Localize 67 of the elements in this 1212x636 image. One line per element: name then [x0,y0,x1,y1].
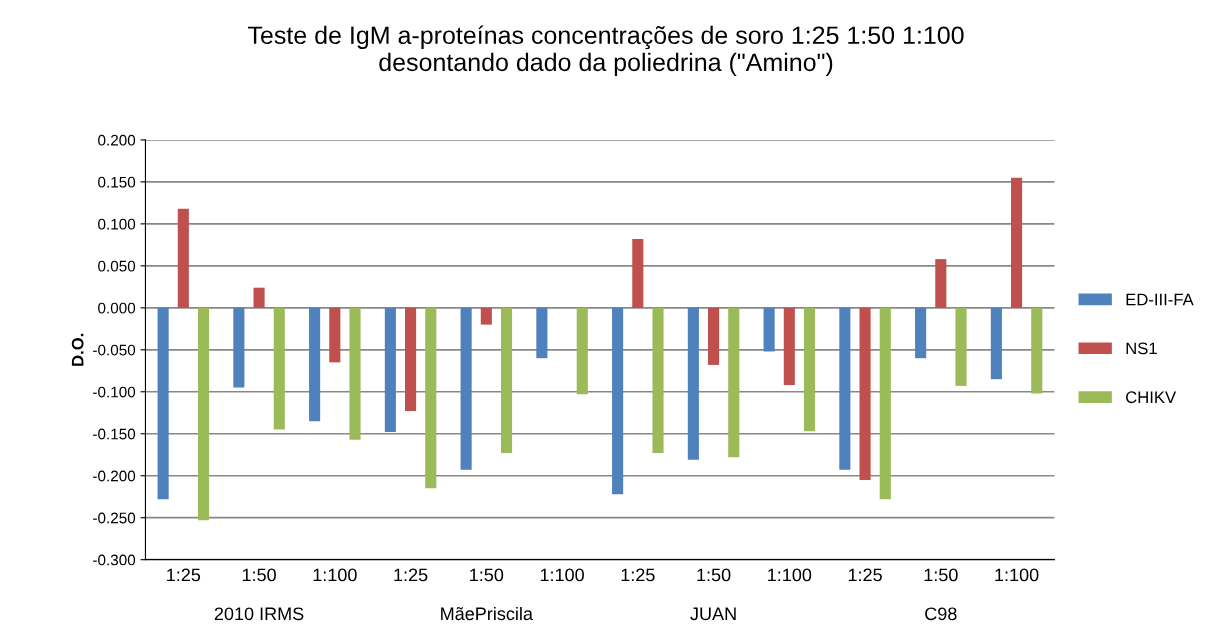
bar [329,307,341,363]
bar [915,307,927,359]
y-tick-label: 0.050 [98,260,136,272]
y-tick-label: -0.100 [93,386,136,398]
text: MãePriscila [441,606,533,621]
bar [576,307,588,395]
x-tick-label: 1:25 [848,568,882,582]
bar [480,307,492,325]
y-tick-label: -0.300 [93,554,136,566]
legend-label: ED-III-FA [1126,293,1194,306]
bar [405,307,417,412]
bar [233,307,245,388]
bar [536,307,548,359]
x-tick-label: 1:100 [540,568,584,582]
bar [273,307,285,430]
y-tick-label: -0.150 [93,428,136,440]
bar [253,287,265,308]
bar [309,307,321,422]
bar [990,307,1002,380]
x-tick-label: 1:25 [167,568,201,582]
bar [687,307,699,460]
bar [859,307,871,480]
x-tick-label: 1:100 [313,568,357,582]
text: JUAN [690,607,736,621]
bar [879,307,891,500]
y-tick-label: 0.150 [98,176,136,188]
bar [763,307,775,352]
text: 2010 IRMS [214,607,304,621]
legend-label: CHIKV [1126,391,1177,404]
bar [460,307,472,470]
x-tick-label: 1:50 [242,568,276,582]
bar [349,307,361,440]
y-tick-label: 0.000 [98,302,136,314]
bar [612,307,624,495]
x-tick-label: 1:50 [697,568,731,582]
legend-label: NS1 [1126,342,1157,355]
bar [1011,177,1023,308]
y-tick-label: -0.250 [93,512,136,524]
x-tick-label: 1:25 [394,568,428,582]
chart-title: Teste de IgM a-proteínas concentrações de soro 1:25 1:50 1:100 desontando dado da poliedrina ("Amino") [248,25,964,77]
bar [157,307,169,500]
bar [728,307,740,458]
y-tick-label: 0.100 [98,218,136,230]
x-tick-label: 1:50 [924,568,958,582]
bar [839,307,851,470]
x-tick-label: 1:50 [470,568,504,582]
y-tick-label: 0.200 [98,134,136,146]
bar [500,307,513,454]
bar [803,307,816,432]
bar [708,307,720,365]
bar [783,307,795,386]
x-tick-label: 1:100 [995,568,1039,582]
text: C98 [925,607,957,621]
bar [935,259,947,308]
bar [197,307,210,521]
bar [177,208,189,308]
y-tick-label: -0.200 [93,470,136,482]
y-axis-title: D.O. [71,333,84,366]
bar [1031,307,1043,394]
y-tick-label: -0.050 [93,344,136,356]
bar [384,307,396,433]
x-tick-label: 1:25 [621,568,655,582]
bar [632,238,644,308]
bar [652,307,664,454]
x-tick-label: 1:100 [768,568,812,582]
bar [425,307,437,489]
bar [955,307,967,386]
